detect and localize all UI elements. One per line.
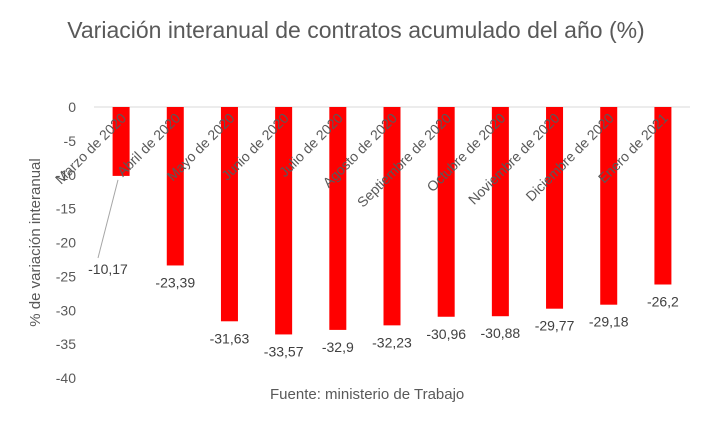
bar <box>654 107 672 285</box>
y-tick-label: -30 <box>56 302 76 318</box>
bar <box>491 107 509 317</box>
y-tick-label: 0 <box>68 99 76 115</box>
data-label: -31,63 <box>210 330 250 346</box>
data-label: -10,17 <box>88 261 128 277</box>
bar <box>383 107 401 326</box>
y-tick-label: -5 <box>64 133 77 149</box>
bar <box>220 107 238 322</box>
data-label-leader-line <box>97 179 119 259</box>
y-axis-title: % de variación interanual <box>27 158 44 326</box>
bar <box>112 107 130 176</box>
data-label: -26,2 <box>647 294 679 310</box>
y-tick-label: -35 <box>56 336 76 352</box>
data-label: -32,9 <box>322 339 354 355</box>
bar <box>546 107 564 309</box>
data-label: -29,77 <box>535 318 575 334</box>
data-label: -32,23 <box>372 334 412 350</box>
y-tick-label: -40 <box>56 370 76 386</box>
y-tick-label: -10 <box>56 167 76 183</box>
data-label: -23,39 <box>155 274 195 290</box>
data-label: -30,88 <box>481 325 521 341</box>
chart-title: Variación interanual de contratos acumul… <box>67 17 645 43</box>
y-tick-label: -25 <box>56 268 76 284</box>
bar <box>275 107 293 335</box>
bar <box>166 107 184 266</box>
y-tick-label: -20 <box>56 235 76 251</box>
bar <box>600 107 618 305</box>
y-tick-label: -15 <box>56 201 76 217</box>
data-label: -29,18 <box>589 314 629 330</box>
data-label: -30,96 <box>426 326 466 342</box>
bar <box>329 107 347 330</box>
bar <box>437 107 455 317</box>
data-label: -33,57 <box>264 343 304 359</box>
source-note: Fuente: ministerio de Trabajo <box>270 386 465 403</box>
